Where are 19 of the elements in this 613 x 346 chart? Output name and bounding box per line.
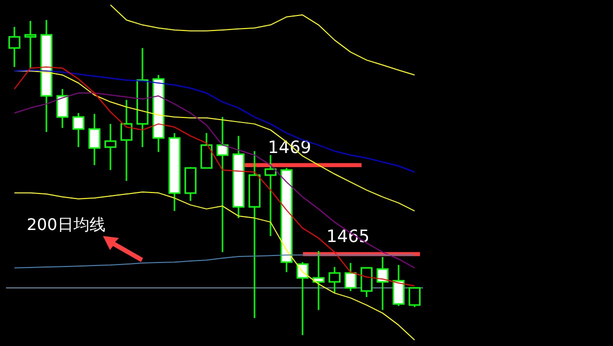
candlestick <box>72 112 84 148</box>
candlestick <box>344 262 357 292</box>
ref-line-label: 1465 <box>326 227 370 248</box>
candlestick <box>56 88 68 129</box>
candlestick <box>216 116 228 253</box>
candlestick <box>376 256 389 311</box>
candlestick <box>8 26 20 68</box>
candlestick <box>24 20 36 69</box>
candlestick <box>392 264 405 307</box>
candlestick <box>120 99 132 182</box>
annotation: 200日均线 <box>26 215 106 234</box>
candlestick <box>88 113 100 166</box>
candlestick <box>328 266 341 294</box>
candlestick <box>312 250 324 311</box>
candlestick <box>104 123 116 171</box>
candlestick <box>200 132 212 169</box>
candlestick <box>360 267 373 298</box>
candlestick <box>264 154 276 237</box>
candlestick <box>296 261 308 336</box>
